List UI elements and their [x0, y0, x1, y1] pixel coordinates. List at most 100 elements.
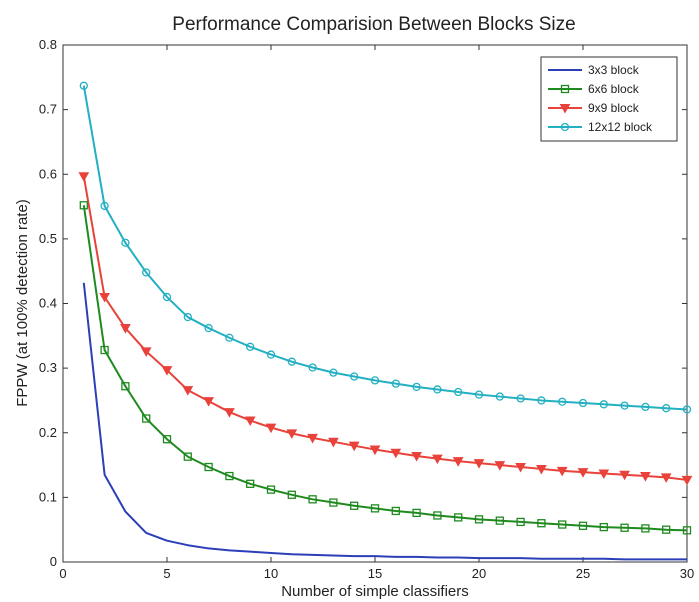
- y-tick-label: 0.1: [39, 489, 57, 504]
- data-point: [537, 396, 546, 405]
- data-point: [328, 437, 339, 448]
- y-axis-label: FPPW (at 100% detection rate): [14, 199, 31, 407]
- data-point: [121, 382, 130, 391]
- legend-label: 3x3 block: [588, 63, 640, 77]
- y-tick-label: 0.7: [39, 102, 57, 117]
- data-point: [307, 433, 318, 444]
- data-point: [79, 81, 88, 90]
- data-point: [662, 404, 671, 413]
- data-point: [620, 401, 629, 410]
- data-point: [100, 201, 109, 211]
- data-point: [536, 464, 547, 475]
- data-point: [412, 382, 421, 392]
- legend-label: 12x12 block: [588, 120, 653, 134]
- data-point: [391, 506, 400, 516]
- data-point: [140, 347, 152, 357]
- data-point: [391, 379, 400, 388]
- x-tick-label: 25: [576, 566, 590, 581]
- data-point: [640, 472, 651, 482]
- y-tick-label: 0.4: [39, 296, 57, 311]
- data-point: [681, 475, 693, 486]
- data-point: [662, 525, 671, 534]
- data-point: [495, 392, 504, 401]
- data-point: [266, 485, 276, 494]
- data-point: [412, 508, 421, 518]
- data-point: [619, 470, 630, 481]
- series-markers: [78, 81, 693, 535]
- data-point: [161, 366, 173, 376]
- data-point: [370, 504, 380, 513]
- legend: 3x3 block 6x6 block 9x9 block 12x12 block: [540, 56, 678, 142]
- data-point: [204, 323, 213, 333]
- data-point: [121, 238, 130, 247]
- data-point: [329, 368, 338, 377]
- data-point: [370, 376, 380, 385]
- y-tick-label: 0.2: [39, 425, 57, 440]
- chart-title: Performance Comparision Between Blocks S…: [172, 14, 575, 35]
- data-point: [578, 398, 588, 408]
- data-point: [142, 268, 151, 277]
- data-point: [474, 390, 484, 399]
- data-point: [100, 345, 109, 355]
- data-point: [225, 471, 234, 481]
- data-point: [454, 513, 463, 522]
- data-point: [329, 498, 338, 507]
- data-point: [246, 342, 255, 351]
- data-point: [225, 333, 234, 342]
- legend-marker: [560, 84, 570, 94]
- y-tick-label: 0.6: [39, 166, 57, 181]
- data-point: [452, 457, 464, 467]
- data-point: [244, 416, 256, 426]
- legend-label: 6x6 block: [588, 82, 640, 96]
- y-tick-label: 0.3: [39, 360, 57, 375]
- data-point: [162, 292, 172, 302]
- data-point: [577, 468, 589, 478]
- data-point: [182, 386, 194, 396]
- legend-marker: [559, 104, 571, 114]
- data-point: [246, 479, 255, 488]
- data-point: [641, 524, 650, 533]
- x-tick-label: 20: [472, 566, 486, 581]
- axis-ticks: 0 5 10 15 20 25 30 0 0.1 0.2 0.3 0.4 0.5 0.6 0.7 0.8: [39, 37, 694, 581]
- data-point: [558, 397, 567, 406]
- data-point: [620, 523, 629, 532]
- data-point: [79, 201, 88, 210]
- legend-marker: [560, 122, 570, 132]
- data-point: [350, 501, 359, 510]
- x-axis-label: Number of simple classifiers: [281, 583, 469, 600]
- data-point: [99, 293, 110, 303]
- data-point: [578, 521, 588, 530]
- data-point: [454, 387, 463, 397]
- data-point: [682, 526, 692, 535]
- data-point: [474, 515, 484, 524]
- data-point: [120, 324, 131, 334]
- data-point: [598, 469, 610, 479]
- data-point: [473, 459, 485, 469]
- data-point: [142, 414, 151, 423]
- data-point: [183, 312, 192, 322]
- data-point: [599, 522, 608, 532]
- x-tick-label: 0: [59, 566, 66, 581]
- x-tick-label: 30: [680, 566, 694, 581]
- data-point: [641, 402, 650, 412]
- data-point: [265, 423, 277, 434]
- data-point: [369, 445, 381, 456]
- data-point: [516, 517, 525, 527]
- data-point: [660, 473, 672, 483]
- data-point: [515, 463, 526, 473]
- y-tick-label: 0.5: [39, 231, 57, 246]
- data-point: [494, 461, 506, 471]
- data-point: [599, 400, 608, 409]
- data-point: [495, 516, 504, 525]
- data-point: [432, 454, 443, 465]
- data-point: [308, 363, 317, 372]
- data-point: [682, 405, 692, 414]
- x-tick-label: 5: [163, 566, 170, 581]
- data-point: [516, 394, 525, 403]
- data-point: [183, 452, 192, 461]
- x-tick-label: 10: [264, 566, 278, 581]
- y-tick-label: 0.8: [39, 37, 57, 52]
- data-point: [204, 462, 213, 472]
- data-point: [266, 350, 276, 359]
